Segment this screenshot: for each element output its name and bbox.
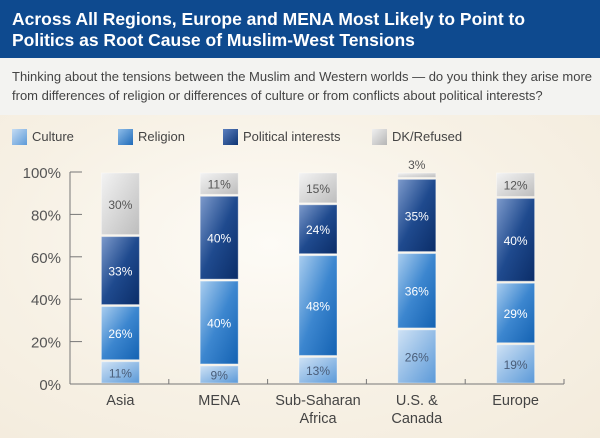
data-label: 35% [405,209,429,223]
x-tick-label: Europe [492,393,539,409]
data-label: 11% [208,178,231,192]
data-label: 29% [504,307,528,321]
legend-swatch-political [223,129,238,145]
data-label: 48% [306,300,330,314]
x-tick-label: U.S. & [396,393,438,409]
bar-segment-dk [298,172,338,204]
y-tick-label: 100% [23,165,61,182]
bar-segment-dk [496,172,536,197]
data-label: 26% [405,350,429,364]
legend-label: DK/Refused [392,129,463,144]
bar-segment-religion [199,280,239,365]
data-label: 13% [306,364,330,378]
bar-segment-culture [496,344,536,384]
data-label: 40% [504,234,528,248]
question-text: Thinking about the tensions between the … [12,69,593,103]
x-tick-label: MENA [198,393,240,409]
legend-label: Religion [138,129,185,144]
bar-segment-political [298,204,338,255]
data-label: 15% [306,182,330,196]
bar-segment-culture [397,329,437,384]
bar-segment-political [397,178,437,253]
bar-segment-political [199,195,239,280]
legend-label: Culture [32,129,74,144]
data-label: 40% [207,317,231,331]
chart-title: Across All Regions, Europe and MENA Most… [12,9,526,50]
data-label: 26% [108,327,132,341]
data-label: 24% [306,223,330,237]
legend-swatch-religion [118,129,133,145]
bar-segment-religion [496,282,536,344]
y-tick-label: 40% [31,292,61,309]
x-tick-label: Asia [106,393,135,409]
bar-segment-religion [397,253,437,329]
data-label: 36% [405,285,429,299]
bar-segment-culture [100,361,140,384]
data-label: 12% [504,179,528,193]
x-tick-label: Africa [299,411,337,427]
y-tick-label: 0% [39,377,61,394]
y-tick-label: 60% [31,250,61,267]
x-tick-label: Canada [391,411,443,427]
question-box: Thinking about the tensions between the … [0,58,600,115]
data-label: 19% [504,358,528,372]
y-tick-label: 20% [31,335,61,352]
data-label: 9% [211,368,229,382]
legend-label: Political interests [243,129,341,144]
title-bar: Across All Regions, Europe and MENA Most… [0,0,600,58]
legend-swatch-dk [372,129,387,145]
y-tick-label: 80% [31,207,61,224]
bar-segment-religion [298,255,338,356]
bar-segment-religion [100,306,140,361]
bar-segment-dk [199,172,239,195]
bar-segment-dk [397,172,437,178]
legend-swatch-culture [12,129,27,145]
data-label: 30% [108,198,132,212]
data-label: 11% [109,366,132,380]
bar-segment-dk [100,172,140,236]
bar-segment-political [496,197,536,282]
x-tick-label: Sub-Saharan [275,393,360,409]
bar-segment-political [100,236,140,306]
data-label: 33% [108,265,132,279]
bar-segment-culture [199,365,239,384]
bar-segment-culture [298,356,338,384]
data-label: 3% [408,158,426,172]
data-label: 40% [207,232,231,246]
